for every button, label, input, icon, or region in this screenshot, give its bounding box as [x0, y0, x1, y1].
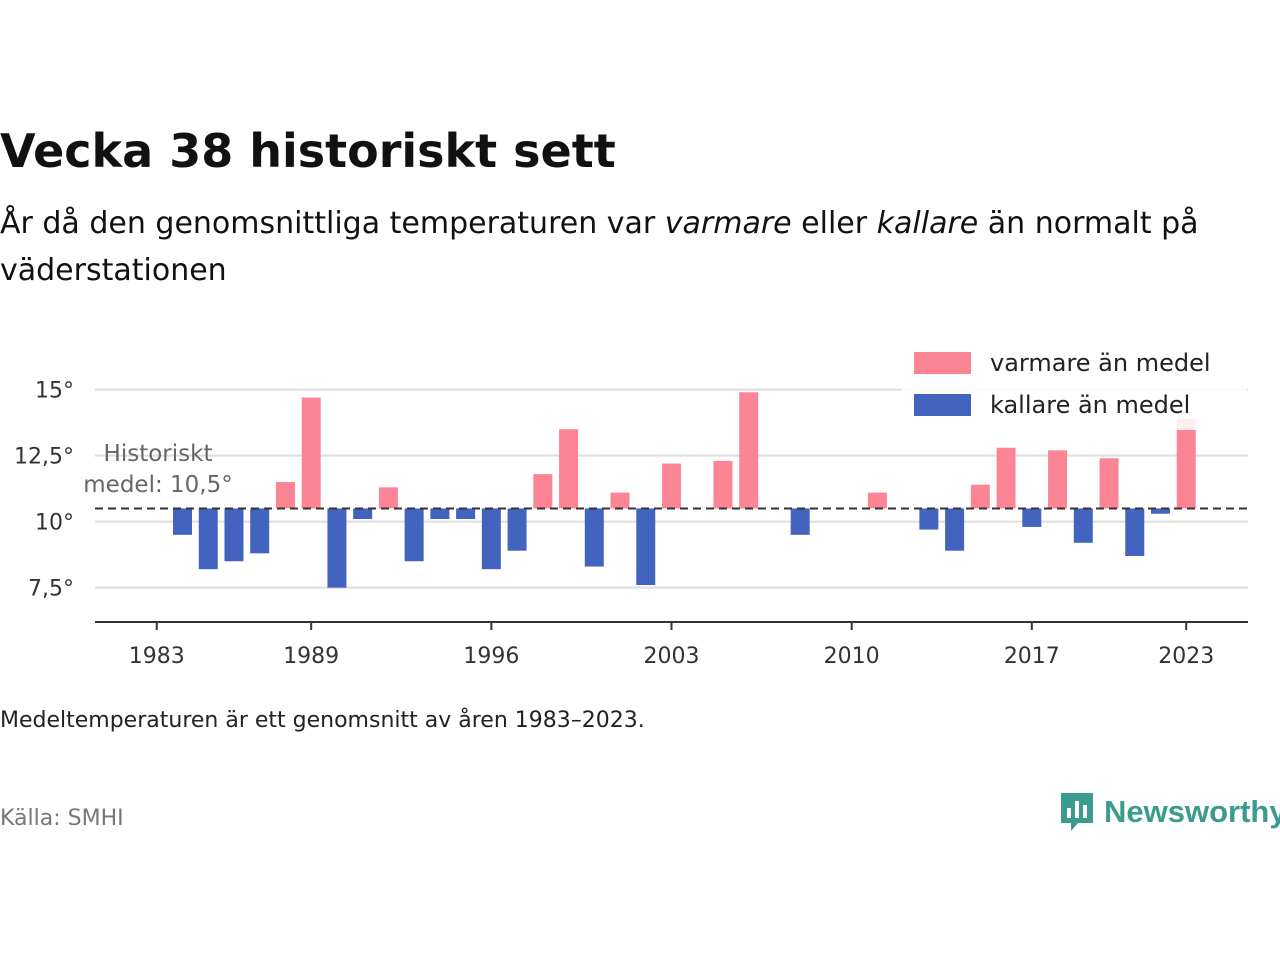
cold-bar-2022 [1150, 508, 1170, 514]
warm-bar-1999 [559, 429, 579, 509]
y-tick-label: 12,5° [14, 445, 74, 470]
subtitle-text-3: än normalt på väderstationen [0, 206, 1199, 288]
x-tick-label: 2023 [1158, 644, 1214, 669]
warm-bar-2020 [1099, 458, 1119, 509]
cold-bar-2008 [790, 508, 810, 535]
cold-bar-2014 [945, 508, 965, 551]
cold-bar-1985 [198, 508, 218, 570]
cold-bar-1990 [327, 508, 347, 588]
x-tick-label: 2010 [824, 644, 880, 669]
x-tick-label: 1989 [283, 644, 339, 669]
cold-bar-1986 [224, 508, 244, 562]
mean-label: Historiskt medel: 10,5° [83, 441, 232, 498]
y-tick-label: 15° [35, 379, 74, 404]
page-subtitle: År då den genomsnittliga temperaturen va… [0, 200, 1230, 294]
newsworthy-bar-chart-icon [1061, 793, 1093, 831]
subtitle-cold-word: kallare [876, 206, 979, 241]
cold-bar-2013 [919, 508, 939, 530]
mean-label-line: Historiskt [104, 441, 213, 467]
cold-bar-2021 [1125, 508, 1145, 556]
cold-bar-2017 [1022, 508, 1042, 527]
mean-reference: Historiskt medel: 10,5° [83, 441, 1248, 510]
temperature-bar-chart: 7,5° 10° 12,5° 15° Historiskt medel: 10,5° 1… [14, 344, 1248, 669]
subtitle-warm-word: varmare [664, 206, 792, 241]
cold-bar-1995 [456, 508, 476, 520]
cold-bar-2019 [1073, 508, 1093, 543]
newsworthy-logo: Newsworthy [1058, 790, 1280, 834]
warm-bar-1998 [533, 474, 553, 509]
y-tick-label: 10° [35, 511, 74, 536]
y-axis-tick-labels: 7,5° 10° 12,5° 15° [14, 379, 74, 602]
warm-bar-2023 [1176, 418, 1196, 509]
cold-bar-1987 [250, 508, 270, 554]
cold-bar-1996 [481, 508, 501, 570]
legend-label: varmare än medel [990, 349, 1211, 377]
warm-bar-2001 [610, 492, 630, 509]
cold-bar-1994 [430, 508, 450, 520]
bars [173, 392, 1196, 588]
warm-bar-2003 [662, 463, 681, 509]
x-tick-label: 2003 [644, 644, 700, 669]
page-title: Vecka 38 historiskt sett [0, 124, 616, 178]
warm-bar-2005 [713, 460, 733, 509]
subtitle-text-1: År då den genomsnittliga temperaturen va… [0, 206, 665, 241]
warm-bar-2016 [996, 447, 1016, 509]
x-axis: 1983 1989 1996 2003 2010 2017 2023 [95, 621, 1248, 669]
x-tick-label: 1983 [129, 644, 185, 669]
x-tick-label: 2017 [1004, 644, 1060, 669]
cold-bar-2000 [584, 508, 604, 567]
cold-bar-2002 [636, 508, 656, 586]
warm-bar-1988 [275, 482, 295, 509]
warm-bar-2018 [1048, 450, 1068, 509]
warm-bar-1989 [301, 397, 321, 509]
x-tick-label: 1996 [463, 644, 519, 669]
warm-bar-2011 [867, 492, 887, 509]
warm-bar-2015 [970, 484, 990, 509]
cold-bar-1997 [507, 508, 527, 551]
legend-label: kallare än medel [990, 391, 1190, 419]
cold-bar-1991 [353, 508, 373, 520]
subtitle-text-2: eller [791, 206, 877, 241]
footnote: Medeltemperaturen är ett genomsnitt av å… [0, 708, 645, 733]
cold-bar-1984 [173, 508, 193, 535]
warm-bar-1992 [378, 487, 398, 509]
cold-bar-1993 [404, 508, 424, 562]
y-tick-label: 7,5° [28, 577, 74, 602]
legend-swatch [914, 394, 971, 416]
source-credit: Källa: SMHI [0, 806, 124, 831]
warm-bar-2006 [739, 392, 759, 509]
brand-name: Newsworthy [1104, 794, 1280, 829]
mean-label-line: medel: 10,5° [83, 472, 232, 498]
legend: varmare än medel kallare än medel [902, 344, 1247, 430]
legend-swatch [914, 352, 971, 374]
